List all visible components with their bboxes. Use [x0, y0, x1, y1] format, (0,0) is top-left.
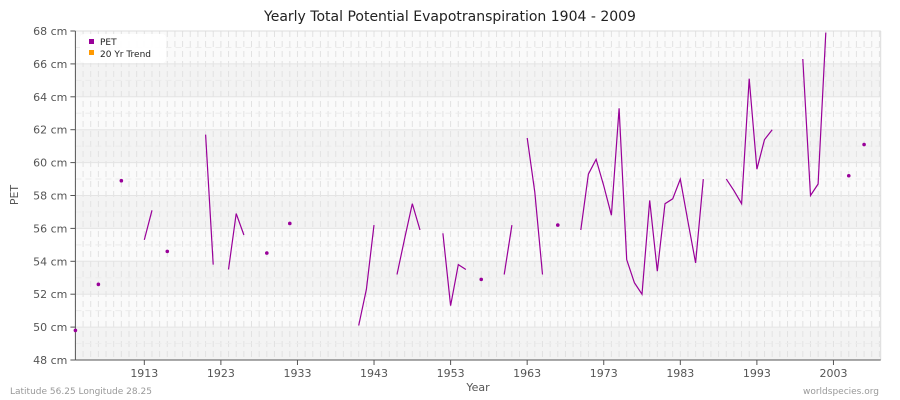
data-point	[119, 178, 124, 183]
pet-series	[73, 32, 866, 333]
gridlines	[74, 30, 882, 361]
y-tick-label: 66 cm	[33, 58, 67, 71]
x-axis-title: Year	[465, 381, 490, 394]
legend-box	[80, 34, 166, 63]
y-axis: 48 cm 50 cm 52 cm 54 cm 56 cm 58 cm 60 cm 62 cm…	[33, 25, 76, 367]
data-point	[555, 223, 560, 227]
x-tick-label: 1933	[283, 367, 311, 380]
data-line	[396, 203, 421, 275]
y-tick-label: 54 cm	[33, 255, 67, 268]
legend: PET 20 Yr Trend	[80, 34, 166, 63]
y-tick-label: 62 cm	[33, 124, 67, 137]
y-tick-label: 50 cm	[33, 321, 67, 334]
legend-pet-label: PET	[100, 38, 117, 48]
y-tick-label: 52 cm	[33, 288, 67, 301]
data-line	[442, 233, 467, 306]
data-point	[287, 221, 292, 226]
y-tick-label: 68 cm	[33, 25, 67, 38]
footer-source: worldspecies.org	[803, 387, 879, 397]
data-line	[143, 210, 153, 241]
x-tick-label: 1943	[360, 367, 388, 380]
x-tick-label: 1993	[743, 367, 771, 380]
x-tick-label: 1913	[130, 367, 158, 380]
data-point	[96, 282, 101, 287]
data-line	[725, 78, 773, 206]
y-tick-label: 64 cm	[33, 91, 67, 104]
data-point	[846, 173, 851, 178]
y-tick-label: 58 cm	[33, 190, 67, 203]
data-line	[503, 225, 513, 275]
data-line	[580, 108, 704, 296]
data-point	[165, 249, 170, 254]
x-tick-label: 1923	[207, 367, 235, 380]
x-tick-label: 1973	[590, 367, 618, 380]
footer-location: Latitude 56.25 Longitude 28.25	[10, 387, 152, 397]
legend-trend-label: 20 Yr Trend	[100, 50, 151, 60]
x-axis: 1913 1923 1933 1943 1953 1963 1973 1983 1993 2003	[75, 359, 881, 380]
x-tick-label: 2003	[819, 367, 847, 380]
data-line	[802, 32, 827, 198]
data-line	[205, 134, 214, 265]
data-line	[526, 137, 544, 275]
y-tick-label: 48 cm	[33, 354, 67, 367]
data-line	[358, 225, 375, 326]
data-point	[73, 328, 78, 333]
data-line	[227, 213, 245, 270]
legend-pet-swatch-icon	[89, 39, 94, 44]
y-tick-label: 56 cm	[33, 222, 67, 235]
legend-trend-swatch-icon	[89, 50, 94, 55]
chart-title: Yearly Total Potential Evapotranspiratio…	[263, 9, 636, 25]
x-tick-label: 1953	[437, 367, 465, 380]
x-tick-label: 1983	[666, 367, 694, 380]
data-point	[265, 251, 269, 255]
y-axis-title: PET	[8, 185, 21, 206]
data-point	[862, 142, 866, 147]
y-tick-label: 60 cm	[33, 157, 67, 170]
x-tick-label: 1963	[513, 367, 541, 380]
data-point	[479, 277, 484, 282]
